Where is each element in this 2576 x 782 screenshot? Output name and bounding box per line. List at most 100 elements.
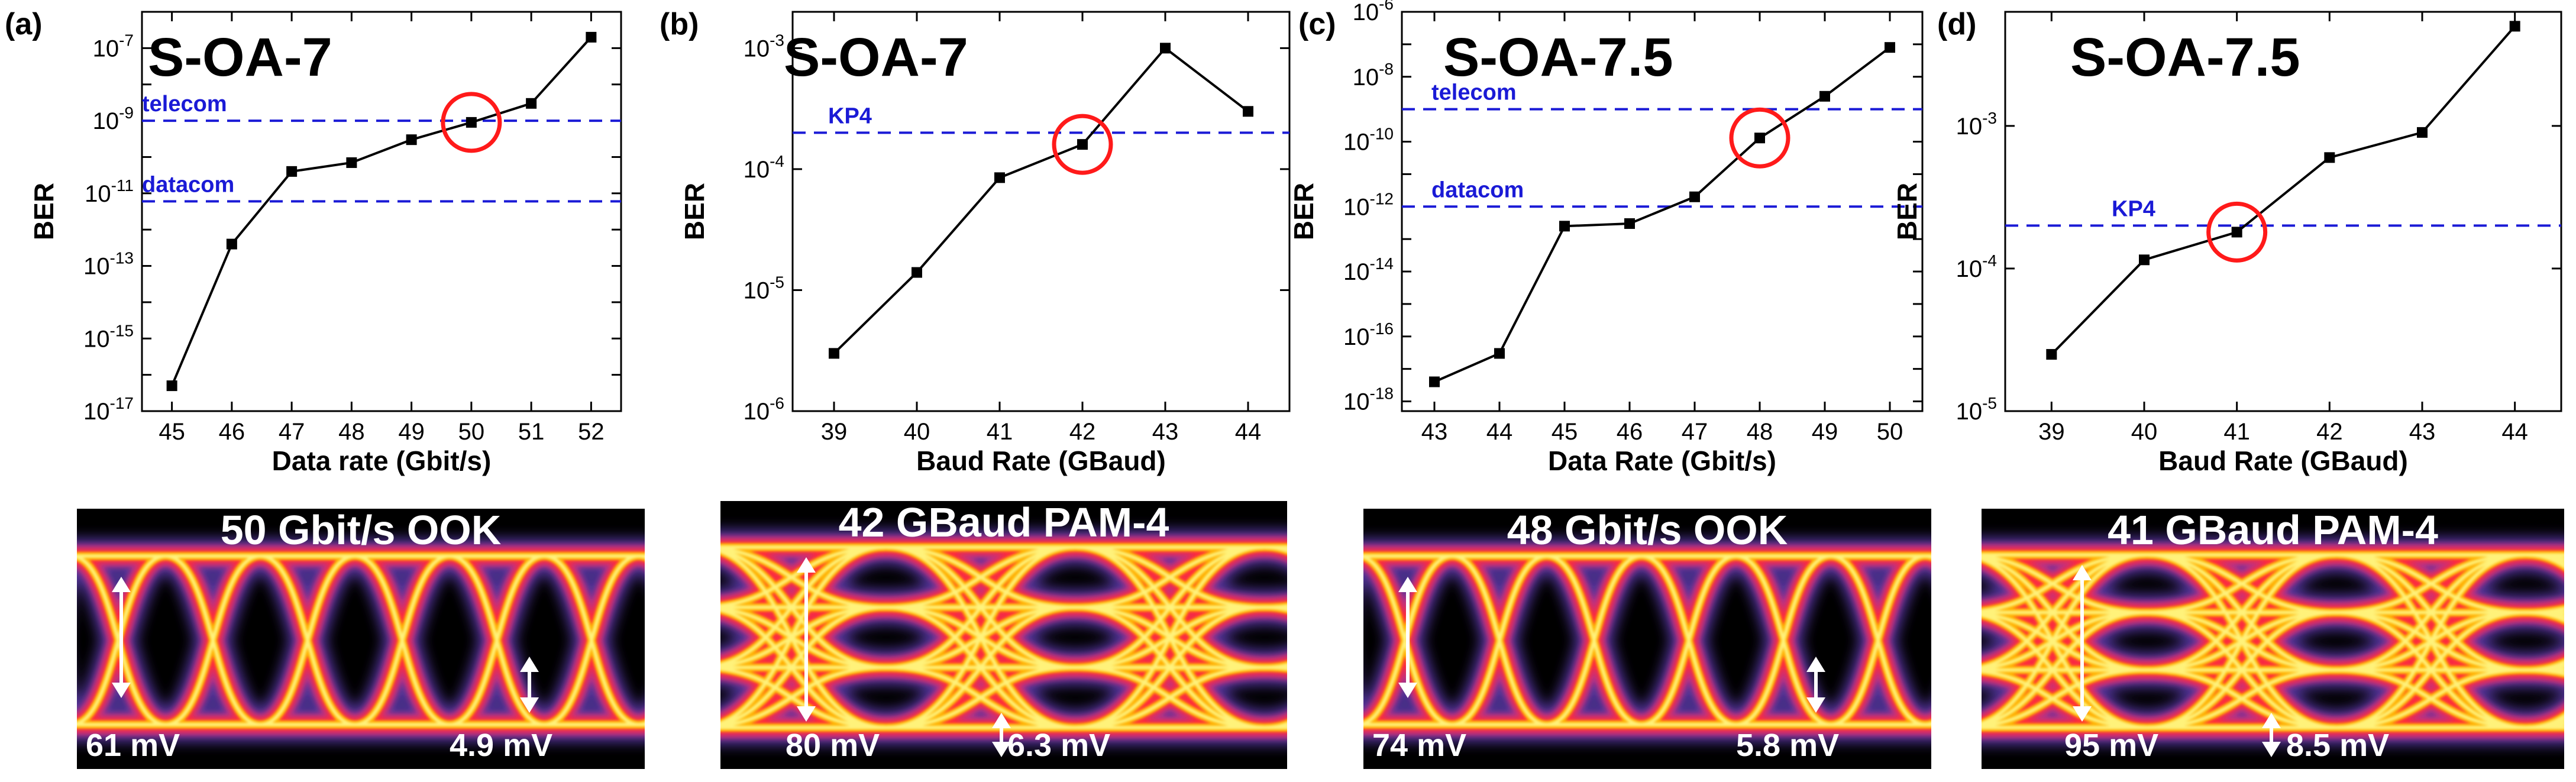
x-axis-label: Data Rate (Gbit/s) [1548,445,1776,476]
y-tick-label: 10-14 [1343,254,1394,285]
data-point [1624,218,1635,229]
x-tick-label: 40 [904,419,930,445]
y-tick-label: 10-3 [1956,109,1997,140]
data-point [406,134,417,146]
eye-opening-arrow-head-bottom [2262,742,2281,757]
y-tick-mantissa: 10 [1353,64,1379,91]
series-line [1434,46,1891,383]
x-tick-label: 45 [1552,419,1578,445]
data-point [2231,227,2242,238]
eye-traces [1363,538,1931,743]
eye-trace [720,665,1287,730]
y-tick-label: 10-6 [1353,0,1394,25]
eye-trace-layer-5 [77,554,645,727]
x-tick-label: 39 [821,419,848,445]
plot-frame [1401,11,1924,412]
x-tick-label: 41 [2223,419,2250,445]
eye-opening-arrow-head-top [2262,713,2281,728]
x-axis-label: Data rate (Gbit/s) [272,445,492,476]
y-tick-label: 10-12 [1343,189,1394,220]
panel-title: S-OA-7.5 [2070,27,2300,88]
eye-opening-arrow-head-top [992,713,1011,728]
y-tick-mantissa: 10 [1343,324,1370,350]
eye-title: 41 GBaud PAM-4 [2108,507,2438,553]
y-tick-label: 10-11 [85,176,134,207]
eye-traces [1982,537,2564,746]
y-axis-label: BER [1288,183,1319,240]
data-point [346,157,357,168]
data-point [1160,43,1171,54]
x-tick-label: 48 [1747,419,1773,445]
eye-title: 48 Gbit/s OOK [1507,507,1788,553]
y-tick-exponent: -11 [111,176,134,195]
y-tick-label: 10-5 [1956,394,1997,425]
y-tick-mantissa: 10 [1343,130,1370,156]
eye-right-value: 6.3 mV [1007,728,1110,763]
eye-trace [720,605,1287,730]
x-tick-label: 43 [1152,419,1179,445]
y-tick-mantissa: 10 [85,181,111,207]
panel-label: (a) [5,7,43,41]
y-tick-mantissa: 10 [1956,399,1983,425]
panel-label: (c) [1298,7,1336,41]
y-tick-exponent: -6 [770,394,784,412]
y-tick-label: 10-4 [744,152,784,183]
data-point [1819,91,1830,102]
x-tick-label: 49 [398,419,425,445]
eye-traces [77,538,645,743]
eye-diagram-2: 42 GBaud PAM-4 80 mV 6.3 mV [720,499,1287,769]
data-point [1754,133,1765,144]
x-tick-label: 39 [2038,419,2065,445]
x-tick-label: 44 [2501,419,2528,445]
plot-frame [791,11,1291,412]
plot-frame [141,11,622,412]
data-point [1243,106,1253,117]
eye-diagram-1: 50 Gbit/s OOK 61 mV 4.9 mV [77,507,645,769]
data-point [2046,349,2057,360]
data-point [226,238,237,250]
y-tick-label: 10-10 [1343,125,1394,156]
eye-left-value: 95 mV [2064,728,2158,763]
data-point [1689,191,1700,202]
eye-amplitude-arrow-head-bottom [797,706,816,722]
series-line [833,46,1249,354]
x-tick-label: 44 [1486,419,1513,445]
data-point [2417,127,2428,138]
y-tick-mantissa: 10 [744,35,770,62]
y-tick-exponent: -14 [1370,254,1394,273]
threshold-label-telecom: telecom [1431,80,1517,105]
y-tick-label: 10-13 [83,249,134,280]
y-tick-mantissa: 10 [744,157,770,183]
ber-panel-1: 45 46 47 48 49 50 51 5210-1710-1510-1310-1110-9… [5,7,622,476]
y-tick-exponent: -9 [119,104,134,122]
x-tick-label: 46 [1617,419,1643,445]
y-tick-exponent: -5 [1982,394,1997,412]
ber-plots: 45 46 47 48 49 50 51 5210-1710-1510-1310-1110-9… [5,0,2562,476]
eye-opening-arrow-head-top [520,657,539,672]
y-tick-mantissa: 10 [1956,114,1983,140]
panel-label: (b) [660,7,699,41]
data-point [526,98,537,109]
y-tick-exponent: -3 [1982,109,1997,127]
eye-trace [1982,552,2564,730]
y-tick-mantissa: 10 [1956,256,1983,282]
panel-title: S-OA-7 [784,27,968,88]
y-tick-label: 10-17 [83,394,134,425]
x-tick-label: 52 [578,419,605,445]
eye-amplitude-arrow-head-bottom [1398,683,1417,698]
series-line [2050,25,2516,356]
data-point [1429,376,1440,387]
y-tick-label: 10-16 [1343,319,1394,350]
eye-right-value: 8.5 mV [2286,728,2389,763]
eye-trace-layer-5 [720,545,1287,730]
data-point [166,380,177,392]
plot-frame [2004,11,2562,412]
threshold-label-KP4: KP4 [828,104,872,128]
eye-diagrams: 50 Gbit/s OOK 61 mV 4.9 mV 42 GBaud PAM-4 80… [77,499,2564,769]
threshold-label-KP4: KP4 [2112,196,2155,221]
eye-trace [1982,610,2564,730]
ber-panel-3: 43 44 45 46 47 48 49 5010-1810-1610-1410-1210-1… [1288,0,1924,476]
y-tick-label: 10-9 [93,104,134,134]
eye-opening-arrow-head-top [1806,657,1825,672]
